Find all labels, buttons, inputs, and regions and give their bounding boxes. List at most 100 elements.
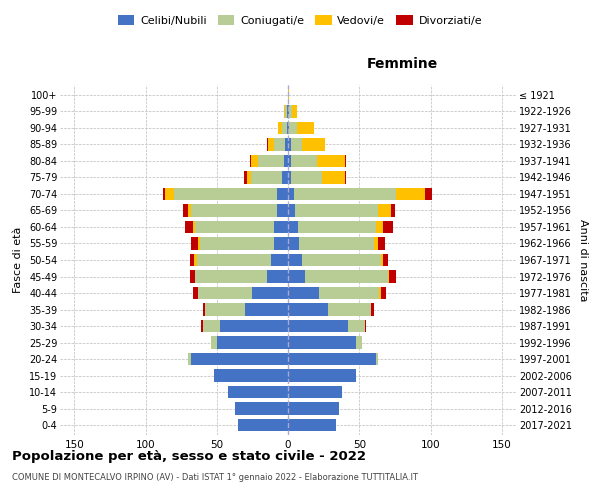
- Bar: [283, 122, 287, 134]
- Bar: [238, 419, 288, 432]
- Bar: [288, 122, 289, 134]
- Bar: [294, 188, 397, 200]
- Bar: [288, 419, 337, 432]
- Bar: [284, 155, 288, 167]
- Bar: [288, 270, 305, 282]
- Bar: [185, 221, 193, 233]
- Bar: [245, 304, 288, 316]
- Bar: [288, 336, 356, 348]
- Text: COMUNE DI MONTECALVO IRPINO (AV) - Dati ISTAT 1° gennaio 2022 - Elaborazione TUT: COMUNE DI MONTECALVO IRPINO (AV) - Dati …: [12, 472, 418, 482]
- Bar: [299, 238, 373, 250]
- Bar: [190, 270, 196, 282]
- Bar: [288, 88, 289, 101]
- Bar: [194, 254, 197, 266]
- Bar: [288, 370, 356, 382]
- Bar: [191, 353, 288, 365]
- Bar: [288, 304, 328, 316]
- Bar: [274, 138, 285, 150]
- Bar: [380, 254, 383, 266]
- Bar: [284, 105, 285, 118]
- Bar: [203, 304, 205, 316]
- Bar: [214, 370, 288, 382]
- Bar: [198, 238, 200, 250]
- Bar: [305, 270, 388, 282]
- Bar: [383, 221, 394, 233]
- Bar: [203, 320, 220, 332]
- Bar: [191, 238, 198, 250]
- Bar: [289, 105, 292, 118]
- Bar: [397, 188, 425, 200]
- Bar: [285, 105, 287, 118]
- Bar: [277, 188, 288, 200]
- Bar: [197, 254, 271, 266]
- Bar: [302, 254, 380, 266]
- Bar: [288, 172, 291, 183]
- Bar: [376, 221, 383, 233]
- Bar: [193, 287, 198, 299]
- Bar: [174, 188, 277, 200]
- Bar: [258, 155, 284, 167]
- Bar: [278, 122, 283, 134]
- Bar: [274, 238, 288, 250]
- Bar: [271, 254, 288, 266]
- Bar: [188, 353, 191, 365]
- Bar: [196, 221, 274, 233]
- Bar: [298, 221, 376, 233]
- Bar: [201, 320, 203, 332]
- Bar: [295, 204, 378, 216]
- Bar: [228, 386, 288, 398]
- Y-axis label: Anni di nascita: Anni di nascita: [578, 218, 589, 301]
- Bar: [200, 238, 274, 250]
- Bar: [235, 402, 288, 415]
- Bar: [193, 221, 196, 233]
- Bar: [287, 105, 288, 118]
- Text: Femmine: Femmine: [367, 57, 437, 71]
- Bar: [268, 138, 274, 150]
- Bar: [288, 353, 376, 365]
- Bar: [373, 238, 378, 250]
- Bar: [288, 287, 319, 299]
- Legend: Celibi/Nubili, Coniugati/e, Vedovi/e, Divorziati/e: Celibi/Nubili, Coniugati/e, Vedovi/e, Di…: [113, 10, 487, 30]
- Bar: [288, 386, 342, 398]
- Bar: [217, 336, 288, 348]
- Bar: [345, 172, 346, 183]
- Bar: [190, 254, 194, 266]
- Bar: [191, 204, 277, 216]
- Bar: [328, 304, 371, 316]
- Bar: [196, 270, 266, 282]
- Bar: [211, 336, 217, 348]
- Bar: [285, 138, 288, 150]
- Bar: [253, 287, 288, 299]
- Bar: [163, 188, 166, 200]
- Bar: [287, 122, 288, 134]
- Bar: [288, 188, 294, 200]
- Bar: [244, 172, 247, 183]
- Bar: [380, 287, 386, 299]
- Bar: [348, 320, 365, 332]
- Bar: [378, 238, 385, 250]
- Bar: [288, 204, 295, 216]
- Bar: [379, 287, 380, 299]
- Bar: [302, 138, 325, 150]
- Bar: [291, 155, 317, 167]
- Bar: [378, 204, 391, 216]
- Bar: [251, 155, 258, 167]
- Bar: [425, 188, 432, 200]
- Bar: [288, 254, 302, 266]
- Bar: [220, 320, 288, 332]
- Bar: [251, 172, 283, 183]
- Text: Popolazione per età, sesso e stato civile - 2022: Popolazione per età, sesso e stato civil…: [12, 450, 366, 463]
- Bar: [288, 105, 289, 118]
- Bar: [288, 238, 299, 250]
- Bar: [274, 221, 288, 233]
- Bar: [291, 172, 322, 183]
- Bar: [277, 204, 288, 216]
- Bar: [388, 270, 389, 282]
- Bar: [182, 204, 188, 216]
- Bar: [266, 270, 288, 282]
- Bar: [383, 254, 388, 266]
- Bar: [291, 138, 302, 150]
- Bar: [317, 155, 345, 167]
- Bar: [250, 155, 251, 167]
- Bar: [289, 122, 296, 134]
